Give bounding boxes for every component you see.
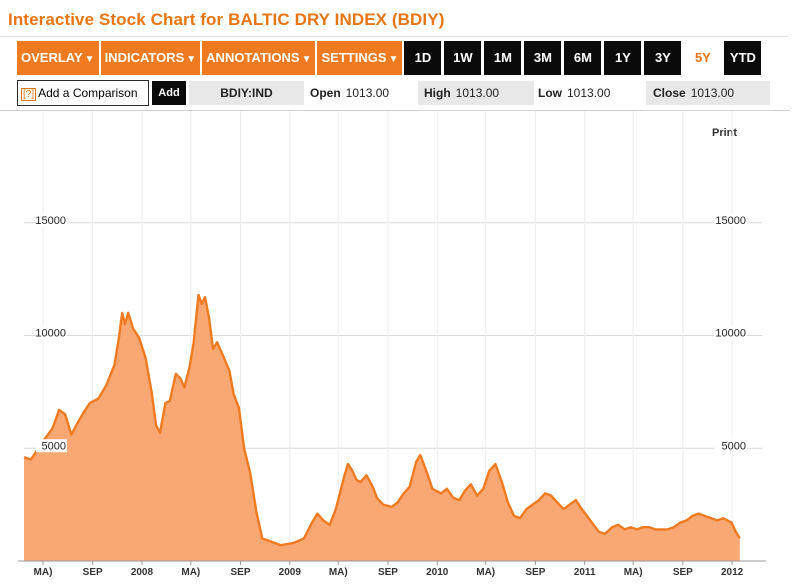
- chevron-down-icon: ▼: [84, 54, 95, 65]
- help-icon[interactable]: [?]: [21, 88, 37, 101]
- low-value: 1013.00: [567, 86, 611, 100]
- title-divider: [0, 36, 788, 37]
- comparison-placeholder: Add a Comparison: [38, 86, 138, 100]
- x-tick-label: SEP: [673, 567, 693, 578]
- chevron-down-icon: ▼: [186, 54, 197, 65]
- x-tick-label: MA): [476, 567, 495, 578]
- x-tick-label: MA): [34, 567, 53, 578]
- x-tick-label: 2008: [131, 567, 154, 578]
- x-tick-label: MA): [624, 567, 643, 578]
- add-comparison-button[interactable]: Add: [152, 81, 186, 105]
- high-stat: High 1013.00: [418, 81, 538, 105]
- close-value: 1013.00: [690, 86, 735, 100]
- x-tick-label: 2009: [279, 567, 302, 578]
- y-tick-label: 15000: [715, 215, 746, 227]
- overlay-menu[interactable]: OVERLAY ▼: [17, 41, 99, 75]
- indicators-menu[interactable]: INDICATORS ▼: [100, 41, 201, 75]
- high-label: High: [424, 86, 451, 100]
- period-6m-button[interactable]: 6M: [564, 41, 602, 75]
- y-tick-label-bg: [714, 439, 747, 453]
- x-tick-label: 2010: [426, 567, 449, 578]
- x-tick-label: 2011: [574, 567, 596, 578]
- annotations-menu-label: ANNOTATIONS: [206, 50, 300, 65]
- settings-menu-label: SETTINGS: [321, 50, 387, 65]
- chevron-down-icon: ▼: [388, 54, 399, 65]
- chevron-down-icon: ▼: [301, 54, 312, 65]
- x-tick-label: SEP: [525, 567, 545, 578]
- x-tick-label: SEP: [378, 567, 398, 578]
- open-stat: Open 1013.00: [306, 81, 420, 105]
- chart-toolbar: OVERLAY ▼ INDICATORS ▼ ANNOTATIONS ▼ SETTIN…: [17, 41, 764, 75]
- price-area: [24, 294, 740, 561]
- open-value: 1013.00: [345, 86, 390, 100]
- x-tick-label: 2012: [721, 567, 744, 578]
- x-tick-label: MA): [181, 567, 200, 578]
- x-tick-label: MA): [329, 567, 348, 578]
- quote-divider: [0, 110, 790, 111]
- low-label: Low: [538, 86, 562, 100]
- open-label: Open: [310, 86, 341, 100]
- overlay-menu-label: OVERLAY: [21, 50, 83, 65]
- low-stat: Low 1013.00: [534, 81, 648, 105]
- period-1d-button[interactable]: 1D: [404, 41, 442, 75]
- period-3m-button[interactable]: 3M: [524, 41, 562, 75]
- price-line: [23, 293, 741, 547]
- close-label: Close: [653, 86, 686, 100]
- y-tick-label-bg: [714, 213, 747, 227]
- settings-menu[interactable]: SETTINGS ▼: [317, 41, 403, 75]
- y-tick-label-bg: [36, 213, 67, 227]
- y-tick-label: 5000: [722, 440, 746, 452]
- page-title: Interactive Stock Chart for BALTIC DRY I…: [8, 10, 445, 29]
- period-ytd-button[interactable]: YTD: [724, 41, 762, 75]
- annotations-menu[interactable]: ANNOTATIONS ▼: [202, 41, 316, 75]
- period-3y-button[interactable]: 3Y: [644, 41, 682, 75]
- close-stat: Close 1013.00: [646, 81, 770, 105]
- high-value: 1013.00: [455, 86, 500, 100]
- y-tick-label: 5000: [42, 440, 66, 452]
- y-tick-label-bg: [714, 326, 747, 340]
- indicators-menu-label: INDICATORS: [104, 50, 185, 65]
- y-tick-label: 10000: [715, 328, 746, 340]
- y-tick-label-bg: [36, 439, 67, 453]
- comparison-input[interactable]: [?] Add a Comparison: [17, 80, 149, 106]
- print-link[interactable]: Print: [712, 127, 738, 139]
- ticker-symbol: BDIY:IND: [189, 81, 304, 105]
- x-tick-label: SEP: [231, 567, 251, 578]
- y-tick-label-bg: [36, 326, 67, 340]
- period-1m-button[interactable]: 1M: [484, 41, 522, 75]
- period-1y-button[interactable]: 1Y: [604, 41, 642, 75]
- x-tick-label: SEP: [83, 567, 103, 578]
- y-tick-label: 10000: [35, 328, 66, 340]
- period-5y-button[interactable]: 5Y: [684, 41, 722, 75]
- y-tick-label: 15000: [35, 215, 66, 227]
- period-1w-button[interactable]: 1W: [444, 41, 482, 75]
